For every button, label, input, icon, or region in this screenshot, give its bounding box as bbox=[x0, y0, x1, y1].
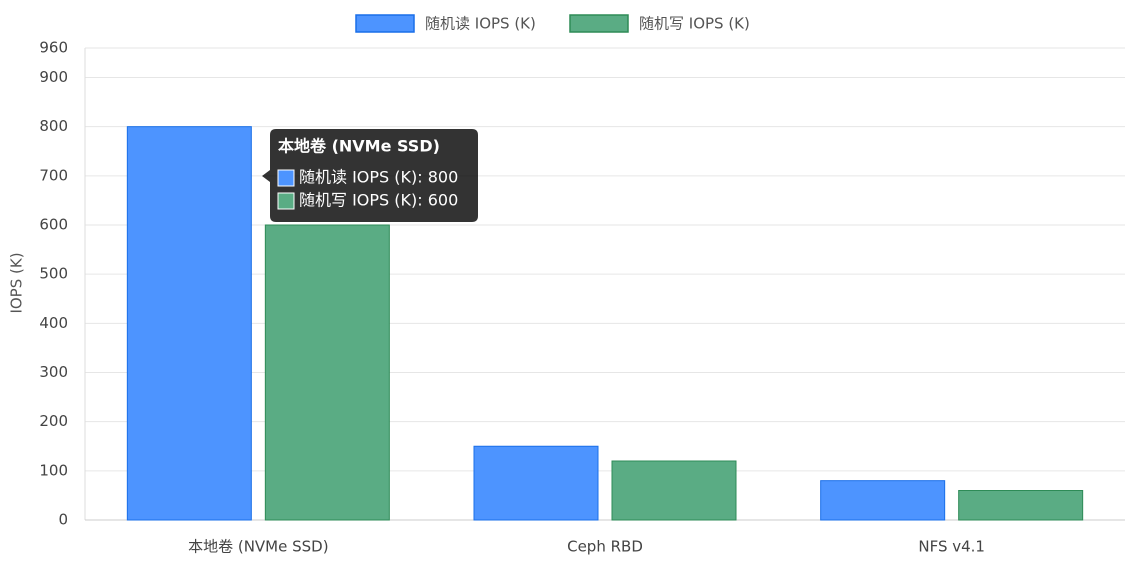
y-tick-label: 800 bbox=[39, 117, 68, 135]
tooltip: 本地卷 (NVMe SSD) 随机读 IOPS (K): 800 随机写 IOPS … bbox=[262, 129, 478, 222]
bar bbox=[611, 460, 737, 521]
y-tick-label: 400 bbox=[39, 314, 68, 332]
x-tick-label: 本地卷 (NVMe SSD) bbox=[188, 538, 329, 556]
bar bbox=[820, 480, 946, 521]
y-axis-title: IOPS (K) bbox=[8, 252, 26, 313]
y-tick-label: 960 bbox=[39, 39, 68, 57]
y-tick-label: 100 bbox=[39, 461, 68, 479]
y-tick-label: 300 bbox=[39, 363, 68, 381]
x-tick-label: Ceph RBD bbox=[567, 538, 643, 556]
y-tick-label: 200 bbox=[39, 412, 68, 430]
tooltip-swatch bbox=[277, 192, 295, 210]
y-tick-label: 900 bbox=[39, 68, 68, 86]
y-tick-label: 0 bbox=[58, 511, 68, 529]
bar bbox=[473, 445, 599, 521]
legend-label: 随机写 IOPS (K) bbox=[639, 15, 750, 33]
y-tick-label: 500 bbox=[39, 265, 68, 283]
tooltip-box bbox=[262, 129, 478, 222]
tooltip-item: 随机写 IOPS (K): 600 bbox=[299, 191, 458, 210]
legend-swatch bbox=[355, 14, 415, 33]
bar bbox=[958, 490, 1084, 521]
tooltip-title: 本地卷 (NVMe SSD) bbox=[278, 137, 440, 156]
x-tick-label: NFS v4.1 bbox=[918, 538, 985, 556]
bar bbox=[264, 224, 390, 521]
y-tick-label: 700 bbox=[39, 166, 68, 184]
bar bbox=[126, 126, 252, 521]
y-tick-label: 600 bbox=[39, 216, 68, 234]
legend-label: 随机读 IOPS (K) bbox=[425, 15, 536, 33]
tooltip-swatch bbox=[277, 169, 295, 187]
tooltip-item: 随机读 IOPS (K): 800 bbox=[299, 168, 458, 187]
legend-swatch bbox=[569, 14, 629, 33]
